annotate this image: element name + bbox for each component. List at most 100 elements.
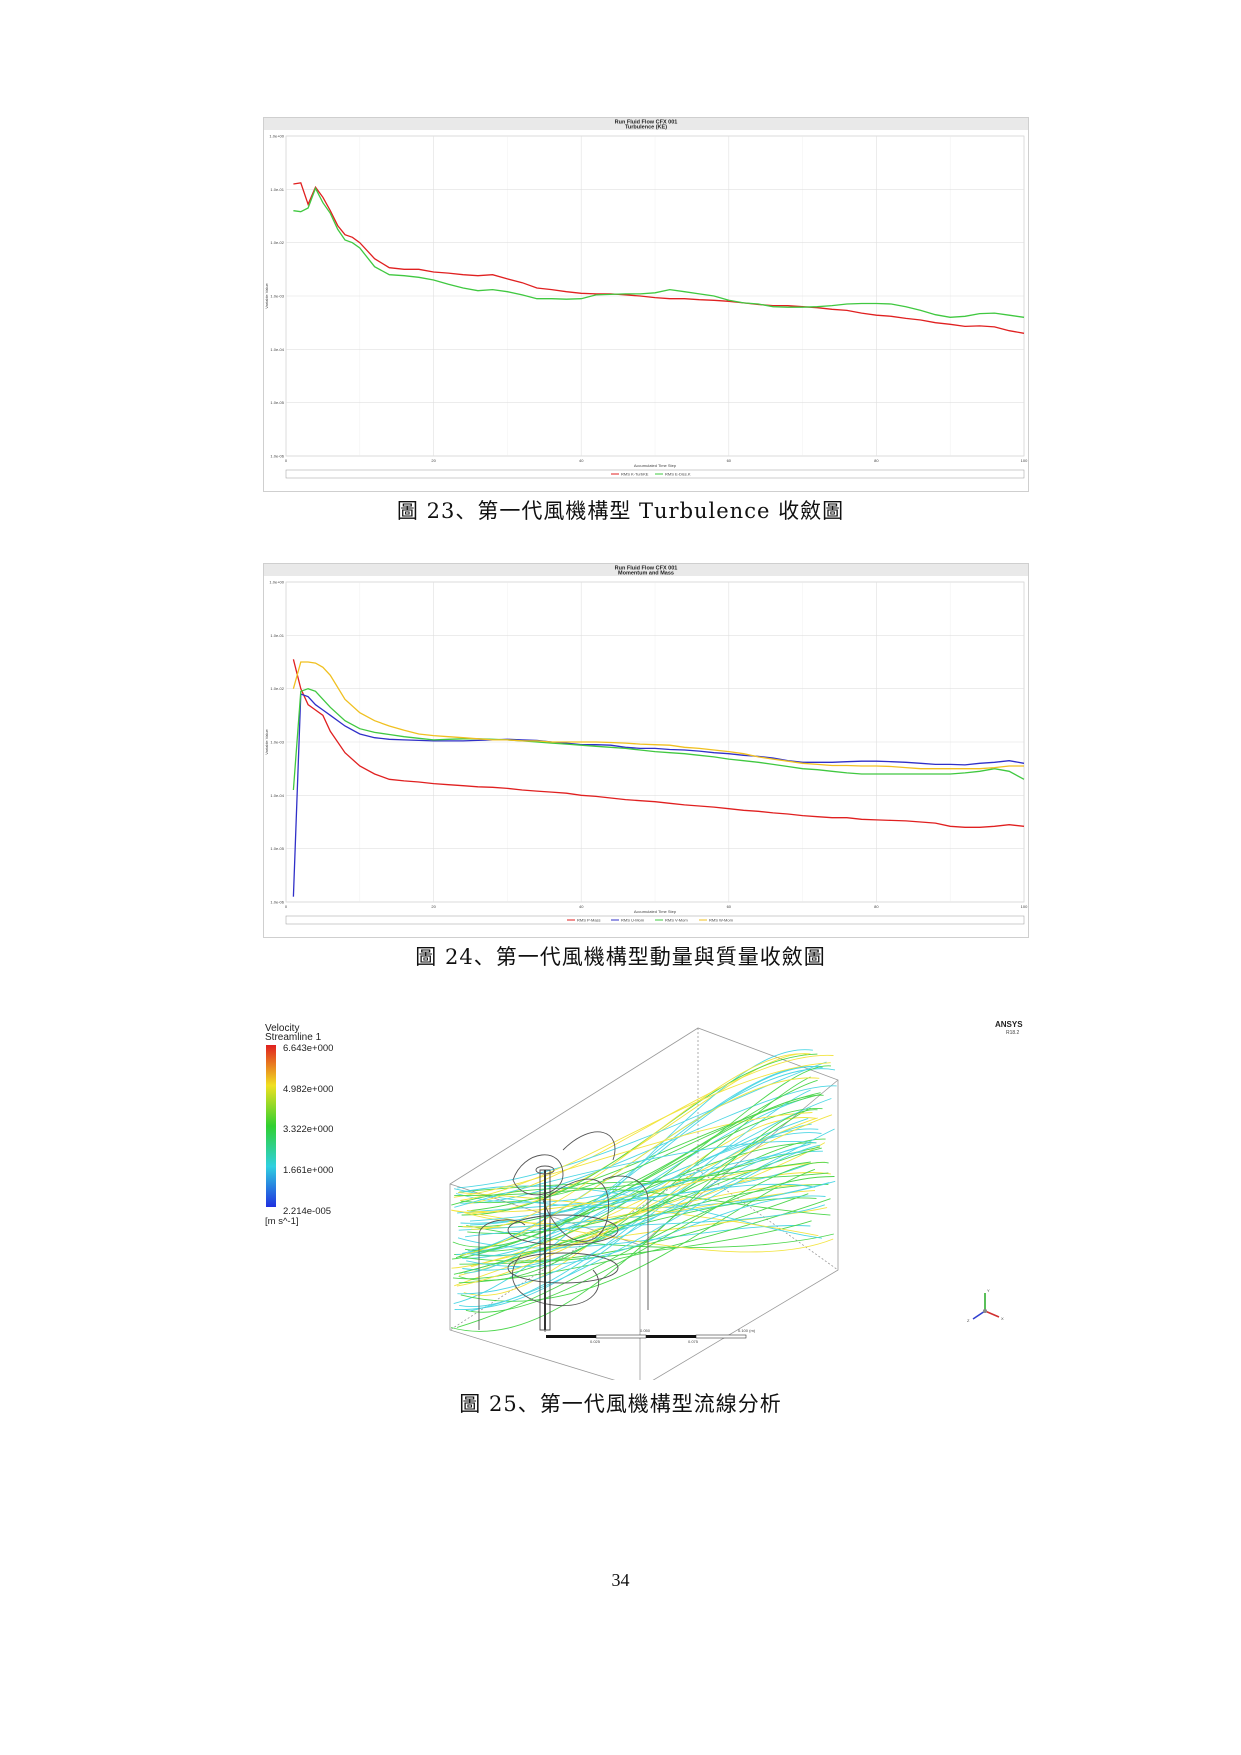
streamline <box>451 1209 834 1253</box>
legend-title: Velocity <box>265 1023 299 1034</box>
streamline <box>454 1141 817 1208</box>
turbulence-x-tick: 20 <box>431 458 436 463</box>
streamline <box>464 1066 823 1274</box>
streamline <box>470 1053 809 1230</box>
momentum-series-3 <box>292 661 1024 770</box>
scale-label-025: 0.025 <box>590 1339 601 1344</box>
scale-label-0: 0 <box>544 1328 547 1333</box>
momentum-mass-chart: Run Fluid Flow CFX 001 Momentum and Mass 0… <box>263 563 1029 938</box>
streamline <box>453 1112 813 1198</box>
streamline <box>453 1183 829 1275</box>
axis-label-x: X <box>1001 1316 1004 1321</box>
momentum-legend-label-0: RMS P-Mass <box>577 918 601 923</box>
streamline <box>458 1079 818 1228</box>
momentum-subtitle: Momentum and Mass <box>618 571 674 577</box>
axis-label-y: Y <box>987 1288 990 1293</box>
streamline <box>463 1117 817 1296</box>
streamline <box>454 1161 811 1197</box>
turbulence-x-tick: 0 <box>285 458 288 463</box>
streamline <box>459 1077 820 1256</box>
streamline <box>455 1098 832 1256</box>
streamline <box>458 1185 823 1239</box>
ansys-version: R18.2 <box>1006 1030 1020 1036</box>
momentum-y-tick: 1.0e-01 <box>270 633 284 638</box>
turbulence-x-tick: 100 <box>1021 458 1028 463</box>
momentum-x-tick: 80 <box>874 904 879 909</box>
streamline <box>456 1176 835 1328</box>
momentum-x-label: Accumulated Time Step <box>634 909 677 914</box>
momentum-x-tick: 100 <box>1021 904 1028 909</box>
streamline <box>469 1183 816 1222</box>
momentum-series-1 <box>292 693 1025 897</box>
turbine-geometry <box>478 1131 649 1331</box>
legend-value-3: 3.322e+000 <box>283 1124 333 1135</box>
streamline <box>460 1062 831 1201</box>
streamline <box>452 1107 811 1280</box>
streamline <box>456 1114 833 1287</box>
streamline <box>450 1109 818 1332</box>
streamline <box>458 1180 836 1231</box>
turbulence-y-tick: 1.0e-04 <box>270 347 284 352</box>
streamline <box>452 1094 824 1248</box>
turbulence-y-tick: 1.0e-05 <box>270 400 284 405</box>
figure-23-caption: 圖 23、第一代風機構型 Turbulence 收斂圖 <box>396 499 845 523</box>
turbulence-y-label: Variable Value <box>264 283 269 309</box>
turbulence-legend-label-0: RMS K-TurbKE <box>621 472 649 477</box>
momentum-x-tick: 20 <box>431 904 436 909</box>
turbulence-subtitle: Turbulence (KE) <box>625 125 667 131</box>
turbulence-legend-label-1: RMS E-Diss.K <box>665 472 691 477</box>
turbulence-y-tick: 1.0e-03 <box>270 294 284 299</box>
streamline <box>465 1161 829 1313</box>
turbulence-y-tick: 1.0e+00 <box>269 134 284 139</box>
legend-value-max: 6.643e+000 <box>283 1043 333 1054</box>
streamline <box>457 1061 827 1189</box>
turbulence-x-label: Accumulated Time Step <box>634 463 677 468</box>
scale-label-100: 0.100 (m) <box>738 1328 756 1333</box>
momentum-legend-label-2: RMS V-Mom <box>665 918 688 923</box>
streamline <box>453 1049 813 1305</box>
momentum-y-label: Variable Value <box>264 729 269 755</box>
legend-value-min: 2.214e-005 <box>283 1206 331 1217</box>
streamline-svg: Velocity Streamline 1 6.643e+000 4.982e+… <box>265 1020 1023 1389</box>
streamline <box>454 1108 823 1255</box>
scale-label-075: 0.075 <box>688 1339 699 1344</box>
streamlines <box>450 1049 837 1332</box>
legend-unit: [m s^-1] <box>265 1216 299 1227</box>
streamline <box>457 1143 810 1295</box>
page-number: 34 <box>611 1570 630 1590</box>
streamline <box>451 1053 811 1214</box>
momentum-title-band <box>264 564 1028 576</box>
turbulence-series-1 <box>293 186 1025 318</box>
streamline <box>457 1192 819 1237</box>
axis-label-z: Z <box>967 1318 970 1323</box>
streamline <box>470 1093 822 1212</box>
momentum-y-tick: 1.0e-06 <box>270 900 284 905</box>
velocity-color-bar <box>266 1045 276 1207</box>
scale-label-050: 0.050 <box>640 1328 651 1333</box>
streamline <box>467 1147 822 1234</box>
streamline <box>458 1076 811 1281</box>
momentum-x-tick: 0 <box>285 904 288 909</box>
momentum-y-tick: 1.0e-05 <box>270 846 284 851</box>
turbulence-x-tick: 40 <box>579 458 584 463</box>
momentum-y-tick: 1.0e+00 <box>269 580 284 585</box>
turbulence-x-tick: 80 <box>874 458 879 463</box>
legend-subtitle: Streamline 1 <box>265 1032 322 1043</box>
momentum-series-2 <box>292 688 1025 791</box>
scale-bar: 0 0.050 0.100 (m) 0.025 0.075 <box>544 1328 756 1344</box>
momentum-y-tick: 1.0e-04 <box>270 793 284 798</box>
momentum-x-tick: 60 <box>727 904 732 909</box>
legend-value-2: 4.982e+000 <box>283 1084 333 1095</box>
momentum-legend-label-3: RMS W-Mom <box>709 918 734 923</box>
turbulence-y-tick: 1.0e-02 <box>270 240 284 245</box>
turbulence-title-band <box>264 118 1028 130</box>
streamline <box>470 1144 821 1312</box>
turbulence-y-tick: 1.0e-06 <box>270 454 284 459</box>
momentum-series-0 <box>292 659 1025 828</box>
momentum-y-tick: 1.0e-02 <box>270 686 284 691</box>
figure-25-caption: 圖 25、第一代風機構型流線分析 <box>459 1392 782 1416</box>
legend-value-4: 1.661e+000 <box>283 1165 333 1176</box>
figure-24-caption: 圖 24、第一代風機構型動量與質量收斂圖 <box>415 945 826 969</box>
